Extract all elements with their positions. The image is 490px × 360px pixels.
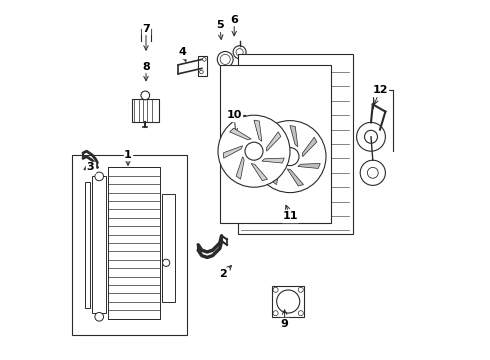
- Text: 9: 9: [281, 319, 289, 329]
- Polygon shape: [290, 126, 298, 147]
- Bar: [162, 194, 175, 302]
- Circle shape: [163, 259, 170, 266]
- Circle shape: [368, 167, 378, 178]
- Polygon shape: [259, 151, 279, 163]
- Polygon shape: [266, 134, 287, 145]
- Circle shape: [245, 142, 263, 160]
- Circle shape: [217, 51, 233, 67]
- Circle shape: [236, 49, 243, 56]
- Text: 11: 11: [282, 211, 298, 221]
- Circle shape: [365, 130, 377, 143]
- Text: 8: 8: [142, 62, 150, 72]
- Polygon shape: [267, 132, 281, 151]
- Text: 2: 2: [220, 269, 227, 279]
- Circle shape: [95, 312, 103, 321]
- Circle shape: [254, 121, 326, 193]
- Text: 12: 12: [372, 85, 388, 95]
- Text: 4: 4: [178, 47, 186, 57]
- Polygon shape: [236, 157, 244, 179]
- Circle shape: [273, 287, 278, 292]
- Circle shape: [357, 122, 386, 151]
- Circle shape: [95, 172, 103, 181]
- Polygon shape: [303, 137, 317, 157]
- Text: 5: 5: [216, 20, 223, 30]
- Polygon shape: [272, 162, 280, 185]
- Polygon shape: [230, 128, 251, 140]
- Circle shape: [233, 46, 246, 59]
- Text: 7: 7: [142, 24, 150, 34]
- Circle shape: [298, 287, 303, 292]
- Circle shape: [360, 160, 386, 185]
- Bar: [92, 176, 106, 313]
- Circle shape: [202, 58, 206, 61]
- Circle shape: [281, 148, 299, 166]
- Bar: [272, 286, 304, 317]
- Text: 3: 3: [86, 162, 94, 172]
- Polygon shape: [254, 120, 262, 141]
- Circle shape: [218, 115, 290, 187]
- Polygon shape: [251, 163, 268, 181]
- Bar: [220, 65, 331, 223]
- Polygon shape: [262, 158, 284, 163]
- Text: 6: 6: [230, 15, 238, 25]
- Polygon shape: [298, 163, 320, 168]
- Polygon shape: [223, 146, 243, 158]
- Circle shape: [273, 311, 278, 316]
- Circle shape: [199, 70, 203, 74]
- Circle shape: [220, 54, 230, 64]
- Bar: [198, 56, 207, 76]
- Text: 1: 1: [124, 150, 132, 160]
- Circle shape: [277, 290, 300, 313]
- Bar: [108, 167, 160, 319]
- Text: 10: 10: [226, 110, 242, 120]
- Bar: [132, 99, 159, 122]
- Bar: [85, 182, 90, 308]
- Polygon shape: [287, 169, 303, 186]
- Bar: [72, 155, 187, 335]
- Circle shape: [141, 91, 149, 100]
- Circle shape: [298, 311, 303, 316]
- Bar: [238, 54, 353, 234]
